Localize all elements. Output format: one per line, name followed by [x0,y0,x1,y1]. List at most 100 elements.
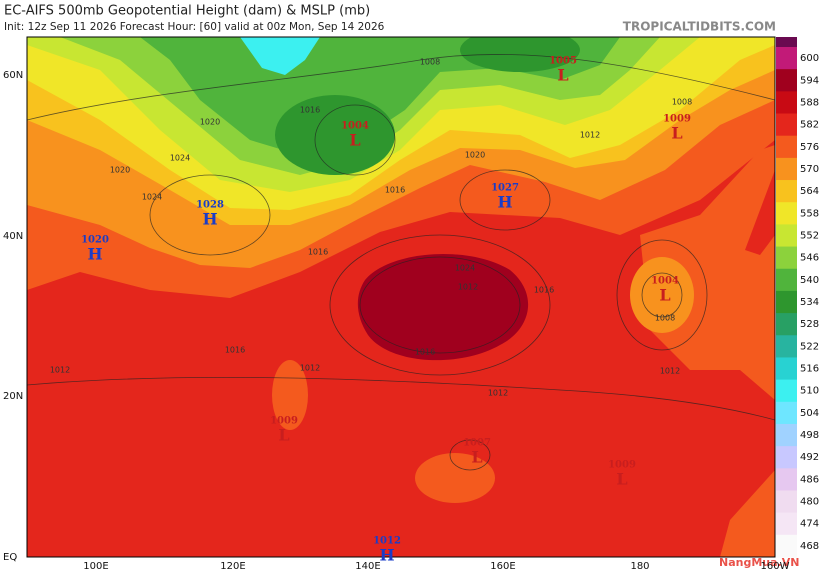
isobar-label: 1020 [465,151,485,160]
legend-swatch [776,335,797,358]
map-area [27,37,775,557]
legend-label: 486 [800,474,819,485]
legend-label: 492 [800,452,819,463]
pressure-letter: L [278,426,289,445]
legend-swatch [776,246,797,270]
isobar-label: 1016 [308,248,328,257]
legend-label: 510 [800,386,819,397]
lon-label: 160E [490,561,515,572]
legend-swatch [776,268,797,292]
legend-top-cap [776,37,797,47]
legend-label: 600 [800,53,819,64]
legend-swatch [776,113,797,137]
legend-swatch [776,290,797,314]
legend-label: 480 [800,497,819,508]
legend-label: 576 [800,142,819,153]
pressure-value: 1009 [270,416,298,427]
pressure-letter: L [471,448,482,467]
isobar-label: 1024 [142,193,162,202]
legend-swatch [776,534,797,558]
isobar-label: 1016 [225,346,245,355]
legend-label: 588 [800,97,819,108]
isobar-label: 1016 [534,286,554,295]
isobar-label: 1008 [672,98,692,107]
pressure-value: 1007 [463,438,491,449]
pressure-letter: L [671,124,682,143]
legend-swatch [776,313,797,336]
pressure-letter: L [616,470,627,489]
pressure-value: 1012 [373,536,401,547]
pressure-letter: L [349,131,360,150]
legend-swatch [776,423,797,447]
isobar-label: 1012 [50,366,70,375]
legend-label: 570 [800,164,819,175]
pressure-letter: H [497,193,512,212]
lat-label: EQ [3,552,17,563]
pressure-value: 1028 [196,200,224,211]
legend-label: 564 [800,186,819,197]
legend-swatch [776,224,797,248]
lon-label: 120E [220,561,245,572]
legend-label: 558 [800,208,819,219]
isobar-label: 1012 [458,283,478,292]
lat-label: 60N [3,70,23,81]
legend-label: 534 [800,297,819,308]
legend-swatch [776,180,797,203]
isobar-label: 1012 [488,389,508,398]
lon-label: 160W [761,561,790,572]
pressure-value: 1027 [491,183,519,194]
isobar-label: 1024 [170,154,190,163]
pressure-letter: H [379,546,394,565]
legend-swatch [776,135,797,159]
legend-label: 582 [800,120,819,131]
legend-label: 504 [800,408,819,419]
map-title: EC-AIFS 500mb Geopotential Height (dam) … [4,4,370,19]
legend-swatch [776,401,797,425]
lat-label: 40N [3,231,23,242]
legend-swatch [776,157,797,181]
pressure-value: 1004 [341,121,369,132]
legend-swatch [776,446,797,469]
lon-label: 140E [355,561,380,572]
pressure-letter: H [87,245,102,264]
pressure-value: 1005 [549,56,577,67]
pressure-value: 1004 [651,276,679,287]
legend-label: 540 [800,275,819,286]
pressure-letter: L [659,286,670,305]
lon-label: 100E [83,561,108,572]
isobar-label: 1012 [580,131,600,140]
isobar-label: 1016 [300,106,320,115]
legend-label: 594 [800,75,819,86]
legend-label: 528 [800,319,819,330]
legend-label: 516 [800,364,819,375]
isobars [27,53,775,471]
isobar-label: 1020 [200,118,220,127]
map-subtitle: Init: 12z Sep 11 2026 Forecast Hour: [60… [4,21,385,33]
legend-label: 474 [800,519,819,530]
legend: 600 594 588 582 576 570 564 558 552 546 540 534 528 5… [776,47,819,558]
pressure-value: 1009 [663,114,691,125]
legend-swatch [776,512,797,536]
lat-label: 20N [3,391,23,402]
legend-swatch [776,357,797,381]
legend-label: 552 [800,230,819,241]
legend-swatch [776,490,797,514]
legend-label: 498 [800,430,819,441]
legend-label: 468 [800,541,819,552]
pressure-letter: H [202,210,217,229]
isobar-label: 1008 [655,314,675,323]
pressure-value: 1020 [81,235,109,246]
legend-swatch [776,468,797,491]
isobar-label: 1012 [660,367,680,376]
pressure-value: 1009 [608,460,636,471]
map-frame [26,36,776,558]
isobar-label: 1024 [455,264,475,273]
legend-swatch [776,69,797,92]
watermark: NangMua.VN [719,556,799,569]
isobar-label: 1016 [415,348,435,357]
pressure-letter: L [557,66,568,85]
isobar-label: 1020 [110,166,130,175]
legend-swatch [776,379,797,403]
legend-swatch [776,202,797,225]
